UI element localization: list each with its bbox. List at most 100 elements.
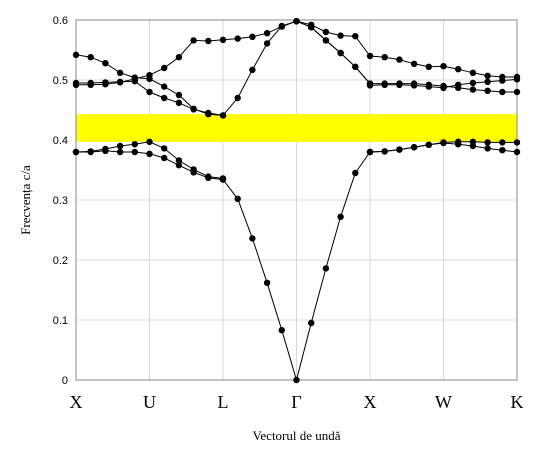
data-point bbox=[499, 77, 506, 84]
data-point bbox=[205, 173, 212, 180]
data-point bbox=[249, 33, 256, 40]
data-point bbox=[469, 69, 477, 77]
data-point bbox=[396, 56, 403, 63]
data-point bbox=[161, 83, 168, 90]
data-point bbox=[455, 81, 462, 89]
data-point bbox=[190, 166, 197, 173]
data-point bbox=[396, 81, 403, 89]
data-point bbox=[352, 33, 359, 40]
y-tick-label: 0.5 bbox=[53, 75, 68, 87]
data-point bbox=[116, 69, 124, 77]
data-point bbox=[513, 88, 521, 96]
y-tick-label: 0.2 bbox=[53, 255, 68, 267]
data-point bbox=[205, 111, 212, 118]
data-point bbox=[410, 144, 418, 151]
data-point bbox=[190, 105, 197, 113]
data-point bbox=[440, 62, 447, 70]
data-point bbox=[263, 30, 271, 37]
y-tick-label: 0 bbox=[62, 375, 68, 387]
data-point bbox=[234, 35, 241, 42]
data-point bbox=[499, 88, 506, 96]
series-7 bbox=[366, 76, 521, 92]
series-9 bbox=[366, 138, 521, 156]
data-point bbox=[146, 88, 153, 96]
data-point bbox=[146, 75, 153, 83]
data-point bbox=[161, 154, 168, 162]
data-point bbox=[425, 63, 432, 70]
data-point bbox=[249, 66, 256, 74]
x-symmetry-label: U bbox=[143, 392, 156, 412]
x-symmetry-label: K bbox=[511, 392, 524, 412]
data-point bbox=[249, 235, 256, 242]
data-point bbox=[219, 112, 227, 119]
x-symmetry-label: L bbox=[218, 392, 229, 412]
band-gap-highlight bbox=[76, 114, 517, 142]
x-axis-label: Vectorul de undă bbox=[252, 428, 340, 443]
x-symmetry-label: Γ bbox=[291, 392, 301, 412]
data-point bbox=[131, 74, 138, 81]
data-point bbox=[219, 36, 227, 43]
data-point bbox=[161, 64, 168, 72]
data-point bbox=[425, 141, 432, 148]
data-point bbox=[484, 139, 491, 146]
data-point bbox=[484, 87, 491, 95]
data-point bbox=[513, 148, 521, 156]
x-symmetry-label: X bbox=[364, 392, 377, 412]
data-point bbox=[278, 327, 285, 334]
grid-layer bbox=[75, 19, 518, 381]
data-point bbox=[381, 148, 388, 155]
data-point bbox=[322, 37, 330, 44]
data-point bbox=[102, 81, 109, 88]
data-point bbox=[131, 148, 138, 156]
data-point bbox=[263, 279, 271, 286]
data-point bbox=[175, 99, 183, 107]
data-point bbox=[410, 60, 418, 67]
y-tick-label: 0.6 bbox=[53, 15, 68, 27]
data-point bbox=[102, 145, 109, 153]
data-point bbox=[484, 72, 491, 80]
data-point bbox=[293, 376, 300, 384]
data-point bbox=[396, 146, 403, 153]
data-point bbox=[366, 52, 374, 60]
data-point bbox=[175, 91, 183, 99]
data-point bbox=[425, 83, 432, 90]
data-point bbox=[116, 79, 124, 86]
data-point bbox=[410, 82, 418, 89]
data-point bbox=[484, 78, 491, 86]
data-point bbox=[175, 54, 183, 61]
data-point bbox=[469, 79, 477, 87]
data-point bbox=[337, 32, 344, 39]
data-point bbox=[72, 148, 80, 156]
data-point bbox=[469, 86, 477, 93]
data-point bbox=[87, 54, 94, 61]
data-point bbox=[175, 162, 183, 169]
data-point bbox=[72, 81, 80, 89]
data-point bbox=[87, 81, 94, 89]
data-point bbox=[366, 148, 374, 156]
data-point bbox=[72, 51, 80, 58]
x-symmetry-label: X bbox=[70, 392, 83, 412]
data-point bbox=[293, 18, 300, 25]
data-point bbox=[352, 63, 359, 70]
data-point bbox=[219, 175, 227, 182]
data-point bbox=[337, 213, 344, 220]
data-point bbox=[455, 66, 462, 73]
data-point bbox=[146, 150, 153, 157]
data-point bbox=[381, 54, 388, 61]
data-point bbox=[381, 81, 388, 89]
data-point bbox=[102, 60, 109, 67]
data-point bbox=[322, 28, 330, 36]
data-point bbox=[513, 76, 521, 83]
data-point bbox=[205, 37, 212, 45]
series-line bbox=[296, 20, 517, 93]
data-point bbox=[161, 94, 168, 102]
series-2 bbox=[72, 138, 227, 182]
data-point bbox=[337, 49, 344, 57]
x-symmetry-label: W bbox=[435, 392, 452, 412]
data-point bbox=[308, 24, 315, 31]
y-tick-label: 0.4 bbox=[53, 135, 68, 147]
data-point bbox=[440, 84, 447, 92]
series-layer bbox=[72, 18, 521, 384]
